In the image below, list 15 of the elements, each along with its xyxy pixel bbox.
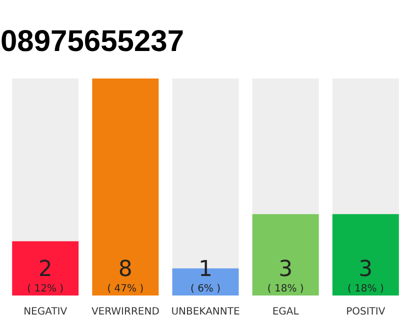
annotation: ( 6% ) xyxy=(190,283,221,294)
annotation: ( 47% ) xyxy=(107,283,144,294)
x-tick-label: EGAL xyxy=(272,306,300,318)
annotation: ( 18% ) xyxy=(267,283,304,294)
x-tick-label: NEGATIV xyxy=(24,306,68,318)
x-tick-label: UNBEKANNTE xyxy=(171,306,240,318)
data-label: 3 xyxy=(278,256,293,282)
annotation: ( 12% ) xyxy=(27,283,64,294)
data-label: 3 xyxy=(358,256,373,282)
data-label: 8 xyxy=(118,256,132,282)
x-tick-label: POSITIV xyxy=(346,306,386,318)
chart-title: 08975655237 xyxy=(0,25,184,58)
data-label: 2 xyxy=(38,256,52,282)
annotation: ( 18% ) xyxy=(347,283,384,294)
x-tick-label: VERWIRREND xyxy=(91,306,160,318)
